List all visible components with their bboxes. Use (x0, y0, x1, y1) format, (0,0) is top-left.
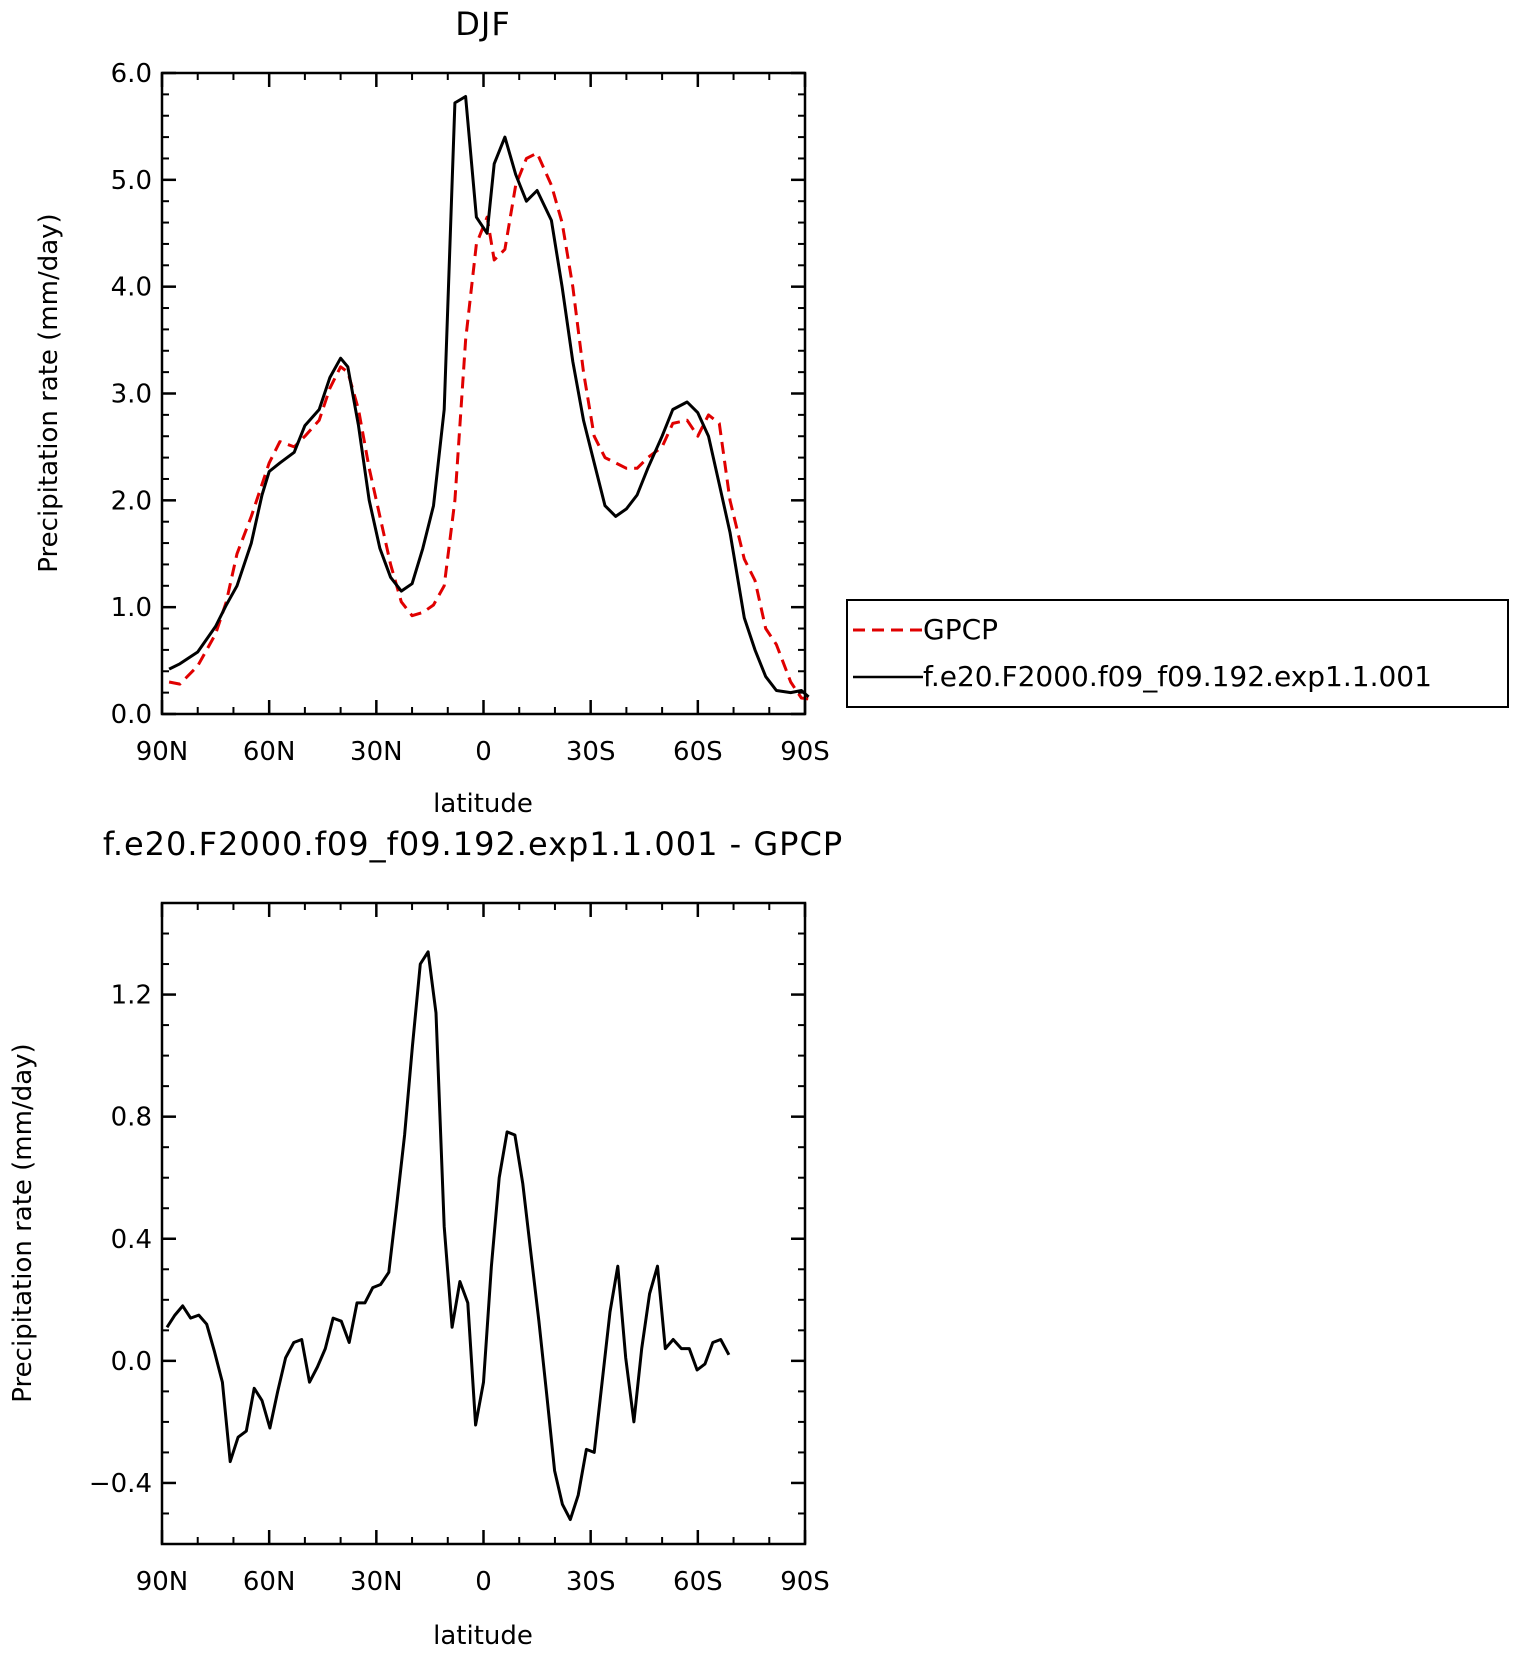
top-x-tick-label: 90N (136, 737, 189, 767)
bottom-y-tick-label: 0.0 (111, 1347, 152, 1377)
bottom-chart-series (165, 950, 731, 1522)
top-x-tick-label: 30N (350, 737, 403, 767)
top-y-tick-label: 4.0 (111, 273, 152, 303)
top-y-tick-label: 0.0 (111, 700, 152, 730)
bottom-plot-frame (160, 901, 807, 1546)
top-x-tick-label: 0 (475, 737, 492, 767)
top-chart-series (168, 95, 810, 701)
legend-label-model: f.e20.F2000.f09_f09.192.exp1.1.001 (923, 660, 1432, 693)
top-x-tick-label: 30S (566, 737, 616, 767)
bottom-x-tick-label: 60S (673, 1567, 723, 1597)
legend: GPCP f.e20.F2000.f09_f09.192.exp1.1.001 (846, 599, 1509, 708)
top-y-tick-label: 1.0 (111, 593, 152, 623)
bottom-x-tick-label: 30N (350, 1567, 403, 1597)
bottom-x-tick-label: 90N (136, 1567, 189, 1597)
top-y-tick-label: 3.0 (111, 380, 152, 410)
top-series-line-0 (168, 151, 809, 701)
bottom-x-tick-label: 30S (566, 1567, 616, 1597)
legend-box (846, 599, 1509, 708)
bottom-series-line-0 (165, 950, 731, 1522)
bottom-chart-axes: 90N 60N 30N 0 30S 60S 90S −0.4 0.0 0.4 0.8 1.2 (89, 903, 830, 1597)
top-x-tick-label: 60N (243, 737, 296, 767)
top-y-tick-label: 2.0 (111, 486, 152, 516)
bottom-y-tick-label: 1.2 (111, 981, 152, 1011)
top-chart-title: DJF (455, 5, 510, 43)
top-chart-axes: 90N 60N 30N 0 30S 60S 90S 0.0 1.0 2.0 3.0 4.0 5.0 6.0 (111, 59, 830, 767)
top-y-tick-label: 6.0 (111, 59, 152, 89)
bottom-chart-panel: f.e20.F2000.f09_f09.192.exp1.1.001 - GPC… (8, 825, 843, 1651)
bottom-y-axis-label: Precipitation rate (mm/day) (8, 1043, 38, 1402)
top-y-tick-label: 5.0 (111, 166, 152, 196)
legend-label-gpcp: GPCP (923, 613, 998, 646)
top-chart-panel: DJF 90N 60N 30N 0 30S 60S 90S 0.0 1.0 2.0 3.0 4.0 5.… (34, 5, 830, 819)
bottom-x-axis-label: latitude (433, 1621, 533, 1651)
top-x-tick-label: 90S (780, 737, 830, 767)
bottom-x-tick-label: 0 (475, 1567, 492, 1597)
bottom-chart-title: f.e20.F2000.f09_f09.192.exp1.1.001 - GPC… (103, 825, 843, 863)
bottom-y-tick-label: 0.8 (111, 1103, 152, 1133)
bottom-y-tick-label: 0.4 (111, 1225, 152, 1255)
bottom-y-tick-label: −0.4 (89, 1469, 152, 1499)
top-x-axis-label: latitude (433, 789, 533, 819)
bottom-x-tick-label: 60N (243, 1567, 296, 1597)
top-series-line-1 (168, 95, 810, 699)
top-y-axis-label: Precipitation rate (mm/day) (34, 213, 64, 572)
top-x-tick-label: 60S (673, 737, 723, 767)
bottom-x-tick-label: 90S (780, 1567, 830, 1597)
top-plot-frame (160, 71, 807, 716)
